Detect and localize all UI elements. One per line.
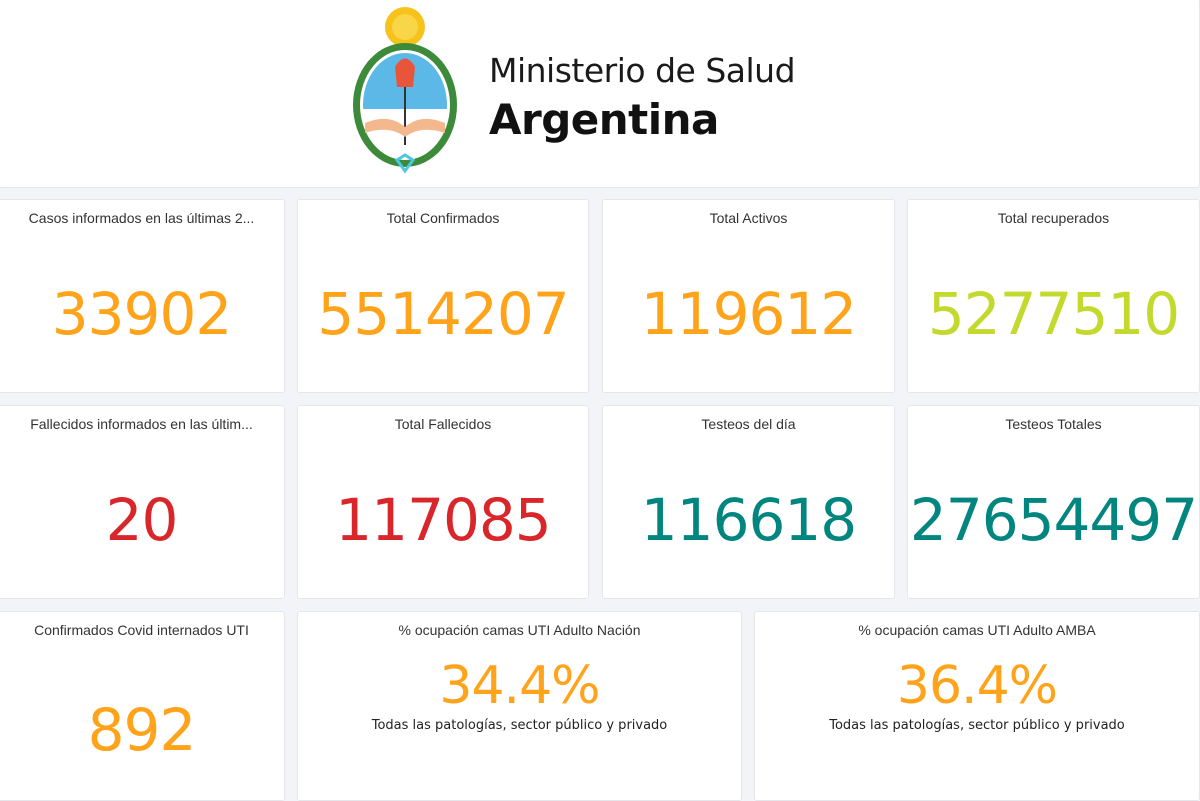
card-title: Total Fallecidos xyxy=(394,416,492,432)
card-casos-24h: Casos informados en las últimas 2... 339… xyxy=(0,199,285,393)
coat-of-arms-logo xyxy=(353,7,457,174)
card-total-recuperados: Total recuperados 5277510 xyxy=(907,199,1200,393)
card-internados-uti: Confirmados Covid internados UTI 892 xyxy=(0,611,285,801)
card-testeos-dia: Testeos del día 116618 xyxy=(602,405,895,599)
card-title: Testeos Totales xyxy=(1005,416,1102,432)
card-value: 116618 xyxy=(640,486,857,554)
card-value: 27654497 xyxy=(909,486,1198,554)
org-name: Ministerio de Salud xyxy=(489,51,796,90)
card-value: 36.4% xyxy=(896,656,1058,716)
card-total-confirmados: Total Confirmados 5514207 xyxy=(297,199,589,393)
org-country: Argentina xyxy=(489,95,719,144)
card-testeos-totales: Testeos Totales 27654497 xyxy=(907,405,1200,599)
card-value: 33902 xyxy=(51,280,233,348)
card-title: % ocupación camas UTI Adulto Nación xyxy=(398,622,641,638)
card-title: Fallecidos informados en las últim... xyxy=(30,416,253,432)
card-title: Testeos del día xyxy=(701,416,796,432)
card-value: 119612 xyxy=(640,280,857,348)
card-fallecidos-24h: Fallecidos informados en las últim... 20 xyxy=(0,405,285,599)
card-subtitle: Todas las patologías, sector público y p… xyxy=(829,718,1125,733)
card-title: Total recuperados xyxy=(997,210,1110,226)
card-value: 892 xyxy=(87,696,197,764)
card-ocupacion-amba: % ocupación camas UTI Adulto AMBA 36.4% … xyxy=(754,611,1200,801)
card-title: Total Confirmados xyxy=(386,210,500,226)
card-title: Casos informados en las últimas 2... xyxy=(28,210,255,226)
card-ocupacion-nacion: % ocupación camas UTI Adulto Nación 34.4… xyxy=(297,611,742,801)
card-value: 5514207 xyxy=(317,280,569,348)
card-value: 117085 xyxy=(335,486,551,554)
card-total-fallecidos: Total Fallecidos 117085 xyxy=(297,405,589,599)
card-title: % ocupación camas UTI Adulto AMBA xyxy=(858,622,1096,638)
card-value: 20 xyxy=(105,486,179,554)
card-value: 34.4% xyxy=(439,656,600,716)
card-title: Confirmados Covid internados UTI xyxy=(34,622,249,638)
card-title: Total Activos xyxy=(709,210,788,226)
card-total-activos: Total Activos 119612 xyxy=(602,199,895,393)
card-subtitle: Todas las patologías, sector público y p… xyxy=(371,718,668,733)
card-value: 5277510 xyxy=(927,280,1180,348)
header: Ministerio de Salud Argentina xyxy=(0,0,1200,188)
